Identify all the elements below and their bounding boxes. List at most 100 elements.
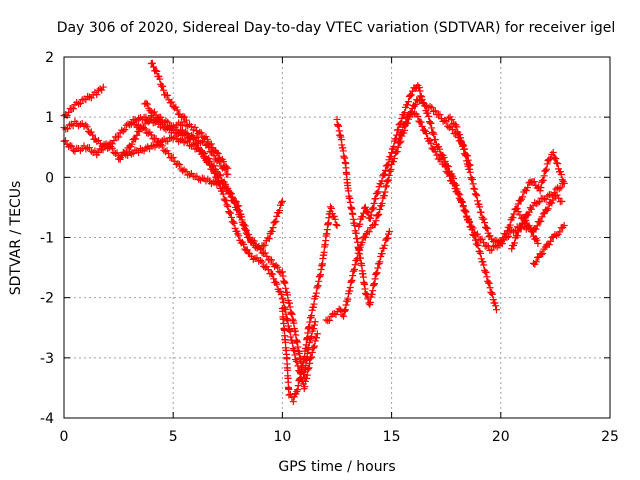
data-point (381, 170, 389, 178)
data-point (135, 128, 143, 136)
data-point (393, 148, 401, 156)
data-point (296, 354, 304, 362)
data-point (380, 244, 388, 252)
data-point (560, 221, 568, 229)
data-point (284, 291, 292, 299)
data-point (428, 104, 436, 112)
data-point (519, 193, 527, 201)
data-point (498, 237, 506, 245)
data-point (479, 258, 487, 266)
x-tick-label-2: 10 (273, 429, 291, 445)
data-point (405, 113, 413, 121)
data-point (549, 148, 557, 156)
y-tick-label-0: -4 (40, 411, 54, 427)
data-point (220, 158, 228, 166)
data-point (376, 258, 384, 266)
data-point (478, 235, 486, 243)
data-point (513, 204, 521, 212)
data-point (518, 223, 526, 231)
data-point (552, 232, 560, 240)
data-point (340, 307, 348, 315)
data-point (480, 215, 488, 223)
data-point (550, 189, 558, 197)
data-point (119, 127, 127, 135)
data-point (158, 142, 166, 150)
data-point (431, 147, 439, 155)
data-point (532, 258, 540, 266)
data-point (395, 134, 403, 142)
data-point (542, 167, 550, 175)
data-point (417, 118, 425, 126)
data-point (466, 168, 474, 176)
data-point (425, 118, 433, 126)
data-point (132, 135, 140, 143)
data-point (510, 210, 518, 218)
data-point (477, 208, 485, 216)
data-point (121, 126, 129, 134)
data-point (219, 190, 227, 198)
data-point (472, 231, 480, 239)
data-point (83, 123, 91, 131)
data-point (428, 124, 436, 132)
data-point (148, 59, 156, 67)
data-point (215, 178, 223, 186)
data-point (223, 201, 231, 209)
series-arc-7 (147, 59, 190, 124)
data-point (474, 230, 482, 238)
data-point (542, 165, 550, 173)
data-point (163, 91, 171, 99)
data-point (370, 199, 378, 207)
data-point (462, 152, 470, 160)
data-point (488, 289, 496, 297)
data-point (198, 148, 206, 156)
data-point (369, 204, 377, 212)
data-point (516, 197, 524, 205)
data-point (128, 140, 136, 148)
data-point (222, 163, 230, 171)
data-point (417, 92, 425, 100)
data-point (293, 358, 301, 366)
data-point (82, 121, 90, 129)
data-point (173, 106, 181, 114)
y-tick-label-3: -1 (40, 231, 54, 247)
data-point (465, 165, 473, 173)
data-point (365, 228, 373, 236)
data-point (267, 256, 275, 264)
data-point (287, 309, 295, 317)
data-point (448, 116, 456, 124)
data-point (180, 166, 188, 174)
data-point (89, 131, 97, 139)
data-point (456, 131, 464, 139)
data-point (436, 155, 444, 163)
data-point (313, 330, 321, 338)
data-point (489, 296, 497, 304)
data-point (514, 208, 522, 216)
data-point (335, 305, 343, 313)
data-point (448, 125, 456, 133)
data-point (276, 207, 284, 215)
data-point (488, 290, 496, 298)
data-point (388, 149, 396, 157)
data-point (482, 224, 490, 232)
data-point (381, 241, 389, 249)
data-point (240, 240, 248, 248)
series-arc-13 (444, 113, 568, 246)
data-point (222, 183, 230, 191)
data-point (143, 100, 151, 108)
data-point (62, 137, 70, 145)
data-point (423, 130, 431, 138)
data-point (381, 188, 389, 196)
data-point (384, 176, 392, 184)
data-point (261, 249, 269, 257)
data-point (427, 139, 435, 147)
data-point (227, 213, 235, 221)
data-point (249, 255, 257, 263)
data-point (147, 131, 155, 139)
data-point (544, 205, 552, 213)
data-point (342, 301, 350, 309)
data-point (522, 216, 530, 224)
data-point (420, 126, 428, 134)
data-point (279, 272, 287, 280)
series-arc-8 (278, 203, 341, 406)
data-point (76, 99, 84, 107)
